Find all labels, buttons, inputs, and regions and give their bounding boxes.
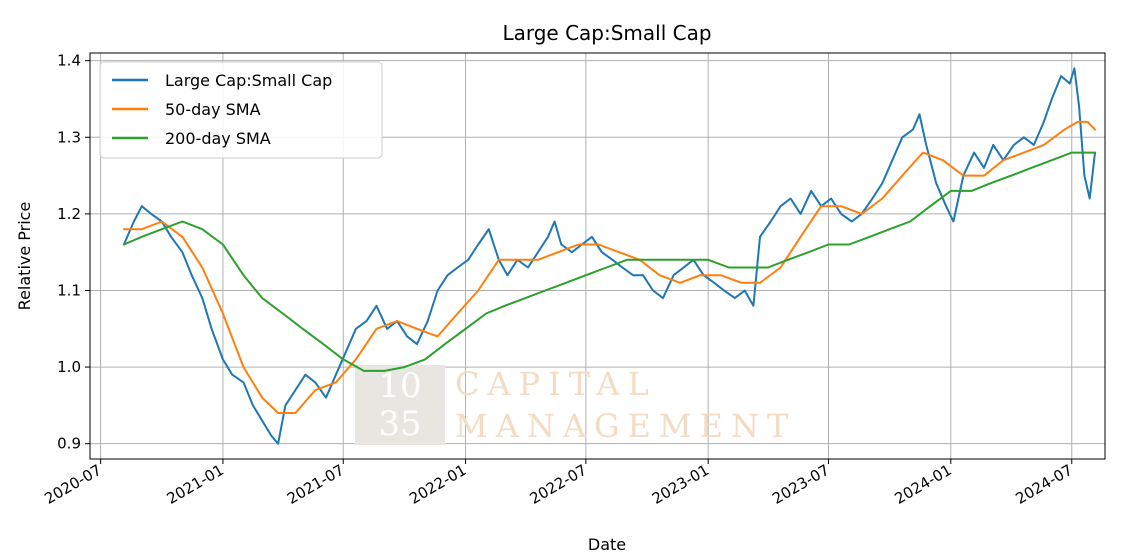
x-tick-label: 2020-07 <box>41 461 104 508</box>
x-axis-title: Date <box>588 535 626 554</box>
series-line-0 <box>122 67 1096 445</box>
y-axis-title: Relative Price <box>15 202 34 311</box>
watermark-number-bottom: 35 <box>378 404 421 444</box>
watermark: 10 35 CAPITAL MANAGEMENT <box>355 365 796 445</box>
y-tick-label: 1.0 <box>57 358 81 376</box>
y-tick-label: 1.2 <box>57 205 81 223</box>
y-axis-ticks: 0.9 1.0 1.1 1.2 1.3 1.4 <box>57 52 90 453</box>
x-tick-label: 2022-01 <box>406 461 469 508</box>
legend: Large Cap:Small Cap 50-day SMA 200-day SMA <box>99 61 383 159</box>
plot-frame <box>89 52 1106 460</box>
x-tick-label: 2024-07 <box>1012 461 1075 508</box>
watermark-line1: CAPITAL <box>455 365 657 403</box>
chart-title: Large Cap:Small Cap <box>502 21 711 45</box>
series-line-1 <box>122 120 1096 414</box>
x-tick-label: 2021-07 <box>284 461 347 508</box>
x-tick-label: 2023-01 <box>649 461 712 508</box>
x-tick-label: 2021-01 <box>164 461 227 508</box>
legend-label-2: 200-day SMA <box>165 129 271 148</box>
watermark-number-top: 10 <box>378 366 421 406</box>
x-tick-label: 2023-07 <box>769 461 832 508</box>
x-tick-label: 2024-01 <box>892 461 955 508</box>
x-axis-ticks: 2020-07 2021-01 2021-07 2022-01 2022-07 2023-… <box>41 459 1076 508</box>
series-lines <box>122 67 1096 445</box>
watermark-tile <box>355 365 445 445</box>
legend-items: Large Cap:Small Cap 50-day SMA 200-day SMA <box>112 71 332 148</box>
y-tick-label: 1.4 <box>57 52 81 70</box>
legend-label-0: Large Cap:Small Cap <box>165 71 332 90</box>
legend-label-1: 50-day SMA <box>165 100 261 119</box>
series-line-2 <box>122 151 1096 372</box>
x-tick-label: 2022-07 <box>527 461 590 508</box>
legend-box <box>99 61 383 159</box>
y-tick-label: 0.9 <box>57 435 81 453</box>
y-tick-label: 1.1 <box>57 281 81 299</box>
watermark-line2: MANAGEMENT <box>455 407 796 445</box>
y-tick-label: 1.3 <box>57 128 81 146</box>
